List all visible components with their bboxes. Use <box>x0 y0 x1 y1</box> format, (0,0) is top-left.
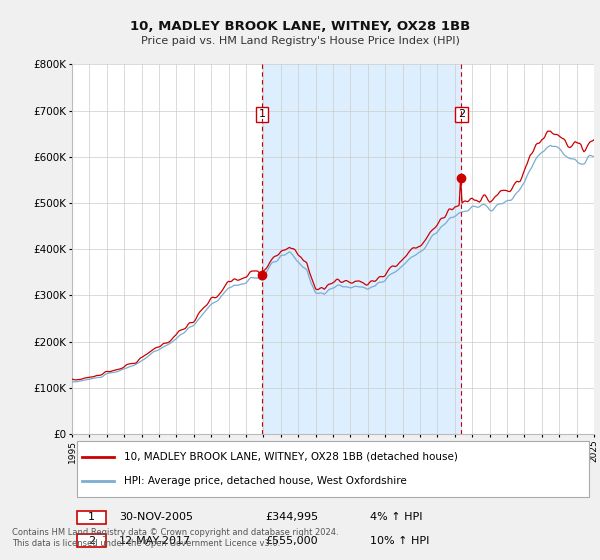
Text: 12-MAY-2017: 12-MAY-2017 <box>119 535 191 545</box>
FancyBboxPatch shape <box>77 441 589 497</box>
Text: 1: 1 <box>259 109 266 119</box>
Text: 10, MADLEY BROOK LANE, WITNEY, OX28 1BB: 10, MADLEY BROOK LANE, WITNEY, OX28 1BB <box>130 20 470 32</box>
Text: HPI: Average price, detached house, West Oxfordshire: HPI: Average price, detached house, West… <box>124 476 407 486</box>
FancyBboxPatch shape <box>77 511 106 524</box>
Text: £344,995: £344,995 <box>265 512 318 522</box>
Text: 10, MADLEY BROOK LANE, WITNEY, OX28 1BB (detached house): 10, MADLEY BROOK LANE, WITNEY, OX28 1BB … <box>124 452 458 462</box>
Text: 2: 2 <box>88 535 95 545</box>
Text: Price paid vs. HM Land Registry's House Price Index (HPI): Price paid vs. HM Land Registry's House … <box>140 36 460 46</box>
Text: £555,000: £555,000 <box>265 535 318 545</box>
Text: 4% ↑ HPI: 4% ↑ HPI <box>370 512 422 522</box>
Text: Contains HM Land Registry data © Crown copyright and database right 2024.
This d: Contains HM Land Registry data © Crown c… <box>12 528 338 548</box>
Bar <box>262 64 461 434</box>
Text: 1: 1 <box>88 512 95 522</box>
Text: 30-NOV-2005: 30-NOV-2005 <box>119 512 193 522</box>
FancyBboxPatch shape <box>77 534 106 548</box>
Text: 2: 2 <box>458 109 465 119</box>
Text: 10% ↑ HPI: 10% ↑ HPI <box>370 535 429 545</box>
